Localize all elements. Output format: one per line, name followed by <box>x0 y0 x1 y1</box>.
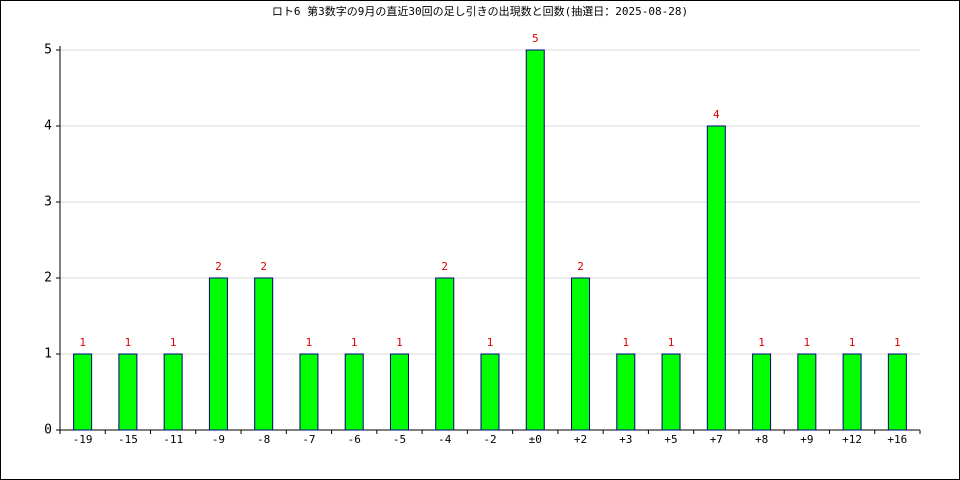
data-label: 2 <box>441 260 448 273</box>
x-tick-label: +16 <box>887 433 907 446</box>
y-tick-label: 5 <box>44 43 52 58</box>
bar <box>118 353 138 431</box>
data-label: 1 <box>306 336 313 349</box>
data-label: 1 <box>487 336 494 349</box>
x-tick-label: -19 <box>73 433 93 446</box>
x-tick-label: -8 <box>257 433 270 446</box>
y-tick-label: 4 <box>44 119 52 134</box>
data-label: 1 <box>170 336 177 349</box>
data-label: 1 <box>758 336 765 349</box>
bar <box>389 353 409 431</box>
data-label: 1 <box>668 336 675 349</box>
bar <box>887 353 907 431</box>
bar <box>208 277 228 431</box>
bar <box>163 353 183 431</box>
data-label: 4 <box>713 108 720 121</box>
x-tick-label: +12 <box>842 433 862 446</box>
bar <box>842 353 862 431</box>
bar <box>73 353 93 431</box>
data-label: 1 <box>894 336 901 349</box>
x-tick-label: +2 <box>574 433 587 446</box>
bar <box>435 277 455 431</box>
bar <box>480 353 500 431</box>
x-tick-label: +3 <box>619 433 632 446</box>
data-label: 1 <box>849 336 856 349</box>
x-tick-label: -4 <box>438 433 452 446</box>
y-tick-label: 3 <box>44 195 52 210</box>
data-label: 1 <box>396 336 403 349</box>
data-label: 2 <box>577 260 584 273</box>
x-tick-label: ±0 <box>529 433 542 446</box>
data-label: 1 <box>804 336 811 349</box>
bar <box>706 125 726 431</box>
data-label: 1 <box>351 336 358 349</box>
bar <box>299 353 319 431</box>
y-tick-label: 2 <box>44 271 52 286</box>
chart-title: ロト6 第3数字の9月の直近30回の足し引きの出現数と回数(抽選日：2025-0… <box>272 4 688 18</box>
bar <box>616 353 636 431</box>
bar <box>525 49 545 431</box>
x-tick-label: +7 <box>710 433 723 446</box>
x-tick-label: +9 <box>800 433 813 446</box>
x-tick-label: -15 <box>118 433 138 446</box>
data-label: 1 <box>125 336 132 349</box>
x-tick-label: -7 <box>302 433 315 446</box>
y-tick-label: 1 <box>44 347 52 362</box>
y-tick-label: 0 <box>44 423 52 438</box>
x-tick-label: -11 <box>163 433 183 446</box>
x-tick-label: -6 <box>348 433 361 446</box>
bar <box>254 277 274 431</box>
x-tick-label: +8 <box>755 433 768 446</box>
data-label: 1 <box>79 336 86 349</box>
x-tick-label: -5 <box>393 433 406 446</box>
bar <box>344 353 364 431</box>
data-label: 5 <box>532 32 539 45</box>
data-label: 2 <box>260 260 267 273</box>
x-tick-label: -2 <box>483 433 496 446</box>
data-label: 1 <box>622 336 629 349</box>
bar <box>571 277 591 431</box>
bar <box>661 353 681 431</box>
data-label: 2 <box>215 260 222 273</box>
x-tick-label: +5 <box>664 433 677 446</box>
bar <box>752 353 772 431</box>
bar <box>797 353 817 431</box>
x-tick-label: -9 <box>212 433 225 446</box>
